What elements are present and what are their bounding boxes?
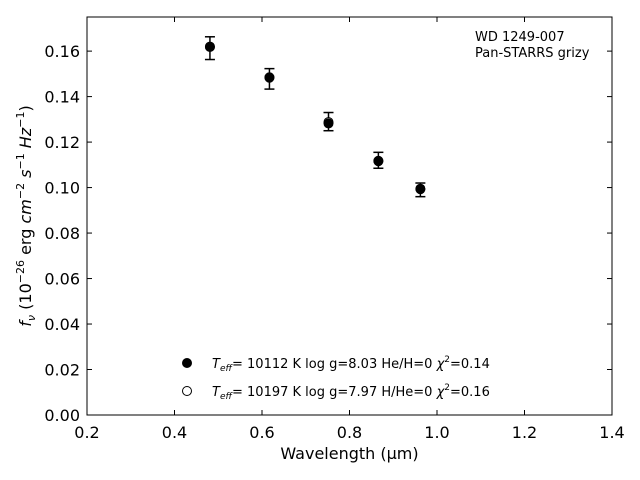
x-tick-label: 0.2: [74, 423, 99, 442]
mark-group: [204, 36, 426, 198]
legend-marker-open: [182, 386, 192, 396]
legend-0-chi: χ: [436, 357, 446, 372]
y-tick-label: 0.04: [44, 315, 80, 334]
legend-0-teff: eff: [220, 364, 234, 374]
y-label-e4: −1: [14, 112, 27, 128]
y-tick-label: 0.06: [44, 270, 80, 289]
y-tick-label: 0.10: [44, 179, 80, 198]
legend-marker-filled: [182, 358, 192, 368]
y-label-e3: −1: [14, 153, 27, 169]
legend-0-two: 2: [444, 355, 450, 365]
x-tick-label: 0.8: [337, 423, 362, 442]
y-label-hz: Hz: [16, 127, 35, 153]
model-point-filled: [264, 72, 275, 83]
annotation-survey: Pan-STARRS grizy: [475, 46, 590, 61]
y-tick-label: 0.08: [44, 224, 80, 243]
model-point-filled: [323, 118, 334, 129]
y-axis-label: fν (10−26 erg cm−2 s−1 Hz−1): [14, 105, 38, 326]
legend-0-mid: = 10112 K log g=8.03 He/H=0: [232, 357, 437, 372]
y-label-close: ): [16, 105, 35, 111]
y-label-e1: −26: [14, 260, 27, 283]
plot-frame: [86, 16, 613, 416]
x-axis-label: Wavelength (μm): [280, 444, 418, 463]
y-label-e2: −2: [14, 183, 27, 199]
x-tick-label: 1.0: [424, 423, 449, 442]
y-label-cm: cm: [16, 199, 35, 223]
legend-1-chi: χ: [436, 385, 446, 400]
legend-0-t: T: [212, 357, 221, 372]
x-tick-label: 0.4: [162, 423, 187, 442]
legend-1-mid: = 10197 K log g=7.97 H/He=0: [232, 385, 437, 400]
legend-label-1: Teff= 10197 K log g=7.97 H/He=0 χ2=0.16: [212, 383, 490, 402]
legend-label-0: Teff= 10112 K log g=8.03 He/H=0 χ2=0.14: [212, 355, 490, 374]
y-tick-label: 0.00: [44, 406, 80, 425]
x-tick-label: 1.2: [512, 423, 537, 442]
x-tick-label: 1.4: [599, 423, 624, 442]
model-point-filled: [204, 42, 215, 53]
y-tick-label: 0.02: [44, 361, 80, 380]
y-tick-label: 0.12: [44, 133, 80, 152]
tick-group: 0.2 0.4 0.6 0.8 1.0 1.2 1.4 0.00 0.02 0.04 0.06 0.0…: [44, 17, 625, 442]
model-point-filled: [415, 184, 426, 195]
legend-0-tail: =0.14: [450, 357, 490, 372]
model-point-filled: [373, 156, 384, 167]
y-label-p2: erg: [16, 224, 35, 260]
y-label-p1: (10: [16, 283, 35, 315]
x-tick-label: 0.6: [249, 423, 274, 442]
legend-1-teff: eff: [220, 392, 234, 402]
y-label-s: s: [16, 170, 35, 183]
y-tick-label: 0.16: [44, 42, 80, 61]
legend: Teff= 10112 K log g=8.03 He/H=0 χ2=0.14 …: [182, 355, 490, 402]
y-tick-label: 0.14: [44, 88, 80, 107]
legend-1-t: T: [212, 385, 221, 400]
legend-1-two: 2: [444, 383, 450, 393]
legend-1-tail: =0.16: [450, 385, 490, 400]
y-label-f: f: [16, 319, 35, 327]
y-label-nu: ν: [25, 315, 38, 321]
annotation-object: WD 1249-007: [475, 30, 565, 45]
